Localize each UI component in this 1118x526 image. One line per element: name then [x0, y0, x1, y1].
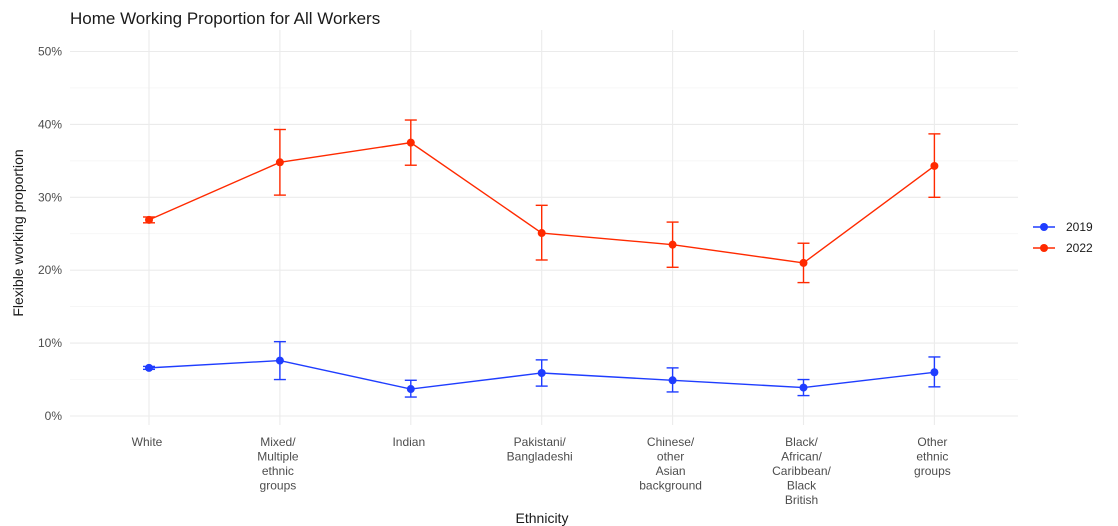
- x-tick-label: Other ethnic groups: [914, 435, 951, 478]
- legend-key-point: [1040, 244, 1048, 252]
- data-point: [275, 356, 284, 365]
- data-point: [537, 229, 546, 238]
- data-point: [930, 368, 939, 377]
- series-layer: [143, 119, 941, 398]
- series-2022: [143, 119, 941, 284]
- data-point: [799, 383, 808, 392]
- data-point: [799, 258, 808, 267]
- data-point: [537, 368, 546, 377]
- y-tick-labels: 0% 10% 20% 30% 40% 50%: [38, 45, 62, 424]
- y-tick-label: 30%: [38, 190, 62, 204]
- y-tick-label: 10%: [38, 336, 62, 350]
- y-tick-label: 40%: [38, 117, 62, 131]
- data-point: [668, 240, 677, 249]
- x-tick-label: Chinese/other Asian background: [639, 435, 702, 493]
- data-point: [406, 138, 415, 147]
- y-tick-label: 0%: [45, 409, 63, 423]
- data-point: [406, 385, 415, 394]
- x-tick-label: Indian: [392, 435, 425, 449]
- y-tick-label: 50%: [38, 45, 62, 59]
- y-tick-label: 20%: [38, 263, 62, 277]
- data-point: [145, 215, 153, 224]
- chart-title: Home Working Proportion for All Workers: [70, 9, 380, 28]
- data-point: [668, 376, 677, 385]
- data-point: [275, 158, 284, 167]
- y-axis-title: Flexible working proportion: [10, 149, 26, 316]
- x-tick-label: White: [132, 435, 163, 449]
- series-2019: [143, 340, 941, 398]
- legend: 2019 2022: [1033, 220, 1093, 255]
- x-axis-title: Ethnicity: [516, 510, 569, 526]
- legend-label: 2019: [1066, 220, 1093, 234]
- legend-key-point: [1040, 223, 1048, 231]
- data-point: [145, 363, 153, 372]
- x-tick-label: Pakistani/Bangladeshi: [507, 435, 573, 464]
- x-tick-label: Mixed/Multiple ethnic groups: [257, 435, 299, 493]
- gridlines: [70, 30, 1018, 425]
- x-tick-label: Black/African/Caribbean/Black British: [772, 435, 831, 507]
- x-tick-labels: White Mixed/Multiple ethnic groups Indian Pak…: [132, 435, 951, 507]
- legend-label: 2022: [1066, 241, 1093, 255]
- data-point: [930, 161, 939, 170]
